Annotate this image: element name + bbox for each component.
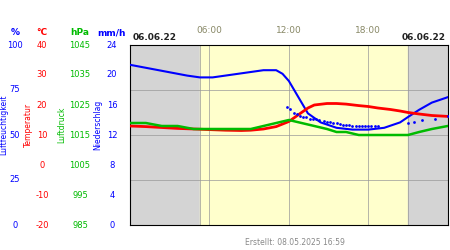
Text: Niederschlag: Niederschlag — [94, 100, 103, 150]
Text: Luftfeuchtigkeit: Luftfeuchtigkeit — [0, 95, 9, 155]
Text: 75: 75 — [10, 86, 20, 94]
Point — [297, 114, 304, 117]
Point — [361, 124, 369, 128]
Point — [432, 116, 439, 120]
Point — [346, 124, 353, 128]
Point — [358, 124, 365, 128]
Text: 12: 12 — [107, 130, 117, 140]
Point — [411, 120, 418, 124]
Point — [339, 122, 346, 126]
Text: 0: 0 — [40, 160, 45, 170]
Point — [364, 124, 372, 128]
Text: 20: 20 — [107, 70, 117, 80]
Point — [327, 120, 334, 124]
Text: -10: -10 — [35, 190, 49, 200]
Point — [368, 124, 375, 128]
Point — [303, 115, 310, 119]
Point — [284, 104, 291, 108]
Point — [342, 122, 350, 126]
Point — [371, 124, 378, 128]
Point — [349, 124, 356, 128]
Point — [309, 116, 316, 120]
Bar — [200, 45, 408, 225]
Text: 1025: 1025 — [69, 100, 90, 110]
Point — [287, 108, 294, 112]
Point — [355, 124, 362, 128]
Bar — [408, 45, 448, 225]
Text: 06:00: 06:00 — [197, 26, 222, 35]
Text: 12:00: 12:00 — [276, 26, 302, 35]
Point — [444, 114, 450, 117]
Text: 16: 16 — [107, 100, 117, 110]
Point — [352, 124, 359, 128]
Text: hPa: hPa — [71, 28, 90, 37]
Text: 985: 985 — [72, 220, 88, 230]
Text: 06.06.22: 06.06.22 — [132, 34, 176, 42]
Text: 8: 8 — [109, 160, 115, 170]
Point — [405, 121, 412, 125]
Point — [290, 110, 297, 114]
Point — [330, 121, 337, 125]
Text: Luftdruck: Luftdruck — [58, 107, 67, 143]
Text: 18:00: 18:00 — [356, 26, 381, 35]
Text: 1015: 1015 — [69, 130, 90, 140]
Bar — [130, 45, 200, 225]
Text: °C: °C — [36, 28, 48, 37]
Text: %: % — [10, 28, 19, 37]
Point — [320, 118, 328, 122]
Text: 995: 995 — [72, 190, 88, 200]
Point — [419, 118, 426, 122]
Point — [300, 115, 307, 119]
Text: 24: 24 — [107, 40, 117, 50]
Text: 0: 0 — [13, 220, 18, 230]
Text: 50: 50 — [10, 130, 20, 140]
Point — [293, 112, 301, 116]
Point — [374, 124, 382, 128]
Text: 20: 20 — [37, 100, 47, 110]
Text: 06.06.22: 06.06.22 — [401, 34, 446, 42]
Text: Temperatur: Temperatur — [23, 103, 32, 147]
Text: 1045: 1045 — [69, 40, 90, 50]
Text: 30: 30 — [37, 70, 47, 80]
Text: Erstellt: 08.05.2025 16:59: Erstellt: 08.05.2025 16:59 — [245, 238, 345, 247]
Point — [324, 120, 331, 124]
Text: 100: 100 — [7, 40, 23, 50]
Text: -20: -20 — [35, 220, 49, 230]
Point — [306, 116, 313, 120]
Point — [315, 118, 323, 122]
Text: 40: 40 — [37, 40, 47, 50]
Text: 1035: 1035 — [69, 70, 90, 80]
Point — [333, 121, 340, 125]
Text: mm/h: mm/h — [98, 28, 126, 37]
Text: 25: 25 — [10, 176, 20, 184]
Point — [312, 118, 319, 122]
Point — [336, 122, 343, 126]
Text: 0: 0 — [109, 220, 115, 230]
Text: 10: 10 — [37, 130, 47, 140]
Text: 1005: 1005 — [69, 160, 90, 170]
Text: 4: 4 — [109, 190, 115, 200]
